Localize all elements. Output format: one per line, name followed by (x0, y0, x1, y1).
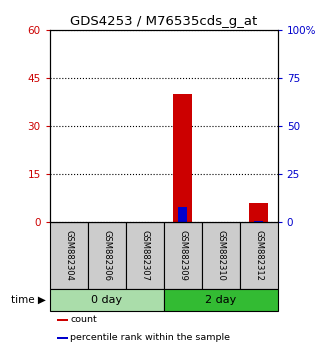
Bar (249, 203, 268, 222)
Bar (50, 289, 164, 312)
Text: GSM882307: GSM882307 (140, 230, 149, 281)
Bar (88, 222, 126, 289)
Bar (126, 222, 164, 289)
Text: GSM882309: GSM882309 (178, 230, 187, 281)
Bar (178, 207, 187, 222)
Title: GDS4253 / M76535cds_g_at: GDS4253 / M76535cds_g_at (70, 15, 257, 28)
Bar (164, 222, 202, 289)
Bar (56, 319, 68, 321)
Text: 0 day: 0 day (91, 295, 122, 305)
Text: GSM882304: GSM882304 (64, 230, 73, 281)
Text: GSM882312: GSM882312 (254, 230, 263, 281)
Text: GSM882306: GSM882306 (102, 230, 111, 281)
Text: time ▶: time ▶ (11, 295, 46, 305)
Text: GSM882310: GSM882310 (216, 230, 225, 281)
Bar (240, 222, 278, 289)
Bar (164, 289, 278, 312)
Bar (50, 222, 88, 289)
Text: 2 day: 2 day (205, 295, 236, 305)
Text: count: count (70, 315, 97, 325)
Bar (202, 222, 240, 289)
Text: percentile rank within the sample: percentile rank within the sample (70, 333, 230, 342)
Bar (56, 337, 68, 339)
Bar (254, 221, 264, 222)
Bar (173, 94, 192, 222)
